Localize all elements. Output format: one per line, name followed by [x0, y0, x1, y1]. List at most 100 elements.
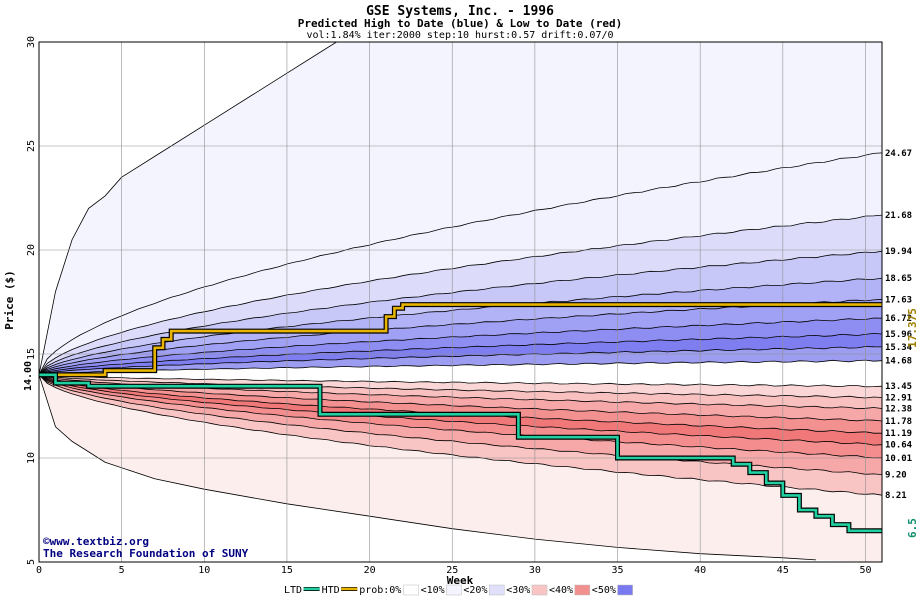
- end-value-label: 21.68: [885, 211, 912, 221]
- legend-item: <40%: [549, 584, 591, 596]
- legend-label: HTD: [322, 585, 340, 596]
- legend-color-swatch: [403, 584, 419, 596]
- series-line-htd: [39, 303, 882, 377]
- lower-band: [39, 374, 882, 421]
- outer-upper-band: [39, 42, 882, 375]
- end-value-label: 11.78: [885, 417, 912, 427]
- end-value-label: 13.45: [885, 382, 912, 392]
- end-value-label: 18.65: [885, 274, 912, 284]
- y-axis-label: Price ($): [3, 270, 16, 330]
- upper-band: [39, 251, 882, 375]
- end-value-label: 16.72: [885, 314, 912, 324]
- lower-quantile-line: [39, 374, 882, 399]
- legend-label: <50%: [592, 585, 616, 596]
- upper-quantile-line: [39, 277, 882, 376]
- legend-item: LTD: [284, 585, 320, 596]
- upper-band: [39, 215, 882, 375]
- end-value-label: 14.68: [885, 357, 912, 367]
- legend-item: prob:0%: [359, 584, 419, 596]
- plot-area: [39, 42, 882, 562]
- lower-band: [39, 374, 882, 475]
- legend-item: HTD: [322, 585, 358, 596]
- lower-band: [39, 374, 882, 409]
- legend-item: <50%: [592, 584, 633, 596]
- lower-quantile-line: [39, 374, 882, 388]
- upper-quantile-line: [39, 346, 882, 376]
- lower-quantile-line: [39, 374, 882, 459]
- outer-lower-band: [39, 374, 882, 562]
- legend-label: <30%: [506, 585, 530, 596]
- y-tick-label: 5: [26, 559, 37, 565]
- legend-label: LTD: [284, 585, 302, 596]
- legend-color-swatch: [488, 584, 505, 596]
- chart-title: GSE Systems, Inc. - 1996: [366, 4, 554, 19]
- series-line-ltd: [39, 373, 882, 533]
- upper-band: [39, 346, 882, 375]
- plot-border: [38, 41, 883, 563]
- legend-item: <10%: [421, 584, 462, 596]
- start-price-label: 14.00: [23, 361, 34, 391]
- upper-band: [39, 318, 882, 375]
- x-tick-label: 15: [281, 565, 293, 576]
- x-tick-label: 35: [612, 565, 624, 576]
- x-tick-label: 40: [694, 565, 706, 576]
- lower-band: [39, 374, 882, 398]
- legend-label: <20%: [463, 585, 487, 596]
- legend-line-swatch: [341, 587, 358, 591]
- legend-color-swatch: [617, 584, 633, 596]
- x-tick-label: 10: [198, 565, 210, 576]
- legend-line-swatch: [303, 587, 320, 591]
- x-tick-label: 45: [777, 565, 789, 576]
- x-tick-label: 30: [529, 565, 541, 576]
- x-tick-label: 25: [446, 565, 458, 576]
- end-value-label: 8.21: [885, 491, 907, 501]
- y-tick-label: 10: [26, 452, 37, 464]
- upper-band: [39, 152, 882, 375]
- x-tick-label: 0: [36, 565, 42, 576]
- end-value-label: 24.67: [885, 149, 912, 159]
- x-axis-label: Week: [447, 574, 474, 587]
- legend-label: <10%: [421, 585, 445, 596]
- chart-subtitle: Predicted High to Date (blue) & Low to D…: [298, 17, 623, 30]
- end-value-label: 10.64: [885, 441, 913, 451]
- end-value-label: 19.94: [885, 247, 913, 257]
- x-tick-label: 20: [364, 565, 376, 576]
- lower-band: [39, 374, 882, 434]
- end-value-label: 10.01: [885, 454, 912, 464]
- actual-high-label: 17.375: [906, 308, 919, 348]
- upper-quantile-line: [39, 214, 882, 376]
- y-tick-label: 15: [26, 348, 37, 360]
- y-tick-label: 30: [26, 36, 37, 48]
- upper-quantile-line: [39, 359, 882, 376]
- upper-quantile-line: [39, 152, 882, 375]
- legend-color-swatch: [446, 584, 462, 596]
- y-tick-label: 25: [26, 140, 37, 152]
- org-text: The Research Foundation of SUNY: [43, 547, 249, 560]
- end-labels: 24.67 21.68 19.94 18.65 17.63 16.72 15.96 15.34…: [885, 149, 913, 501]
- legend: LTD HTD prob:0% <10% <20% <30% <40% <50%: [284, 584, 633, 596]
- legend-item: <30%: [506, 584, 548, 596]
- lower-quantile-line: [39, 374, 882, 496]
- legend-color-swatch: [574, 584, 591, 596]
- outer-lower-line: [39, 374, 816, 561]
- actual-low-label: 6.5: [906, 518, 919, 538]
- end-value-label: 17.63: [885, 295, 912, 305]
- lower-band: [39, 374, 882, 496]
- chart-params: vol:1.84% iter:2000 step:10 hurst:0.57 d…: [306, 30, 613, 41]
- upper-quantile-line: [39, 332, 882, 376]
- end-value-label: 15.34: [885, 343, 913, 353]
- legend-label: prob:0%: [359, 585, 401, 596]
- series-layer: [39, 302, 882, 534]
- y-tick-label: 20: [26, 244, 37, 256]
- lower-band: [39, 374, 882, 446]
- lower-quantile-line: [39, 374, 882, 446]
- x-tick-label: 5: [119, 565, 125, 576]
- lower-quantile-line: [39, 374, 882, 422]
- legend-color-swatch: [531, 584, 548, 596]
- legend-label: <40%: [549, 585, 573, 596]
- end-value-label: 12.38: [885, 404, 912, 414]
- upper-band: [39, 299, 882, 375]
